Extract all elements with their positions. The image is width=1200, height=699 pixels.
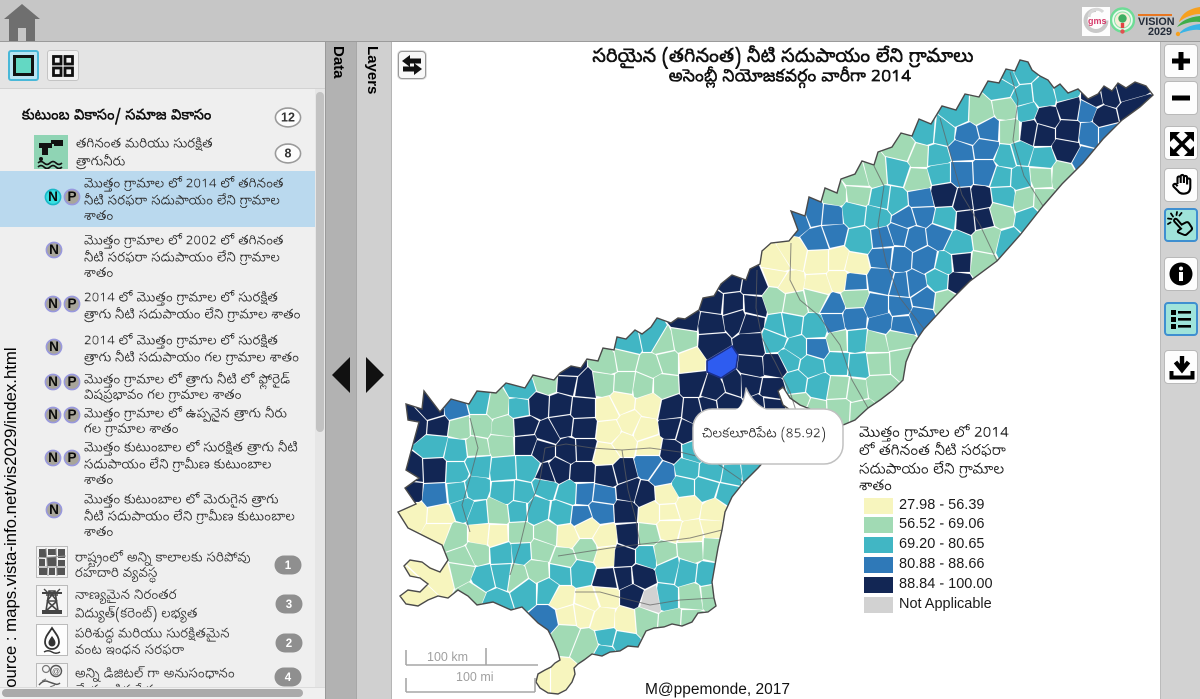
svg-text:8: 8	[285, 146, 292, 160]
svg-text:N: N	[48, 189, 58, 204]
svg-text:N: N	[49, 242, 59, 257]
svg-text:3: 3	[286, 599, 292, 611]
svg-text:4: 4	[285, 672, 292, 684]
svg-text:2: 2	[286, 638, 292, 650]
svg-text:N: N	[49, 502, 59, 517]
svg-text:P: P	[67, 374, 76, 389]
svg-text:100 mi: 100 mi	[456, 670, 494, 684]
svg-text:P: P	[67, 450, 76, 465]
svg-text:N: N	[48, 296, 58, 311]
svg-text:gms: gms	[1088, 16, 1107, 26]
svg-text:P: P	[67, 407, 76, 422]
svg-text:P: P	[67, 296, 76, 311]
svg-text:N: N	[49, 339, 59, 354]
svg-text:1: 1	[285, 560, 292, 572]
svg-text:12: 12	[281, 110, 295, 124]
svg-text:P: P	[67, 189, 76, 204]
svg-text:@: @	[52, 667, 60, 676]
svg-text:N: N	[48, 450, 58, 465]
svg-text:N: N	[48, 407, 58, 422]
svg-text:100 km: 100 km	[427, 650, 468, 664]
svg-text:N: N	[48, 374, 58, 389]
